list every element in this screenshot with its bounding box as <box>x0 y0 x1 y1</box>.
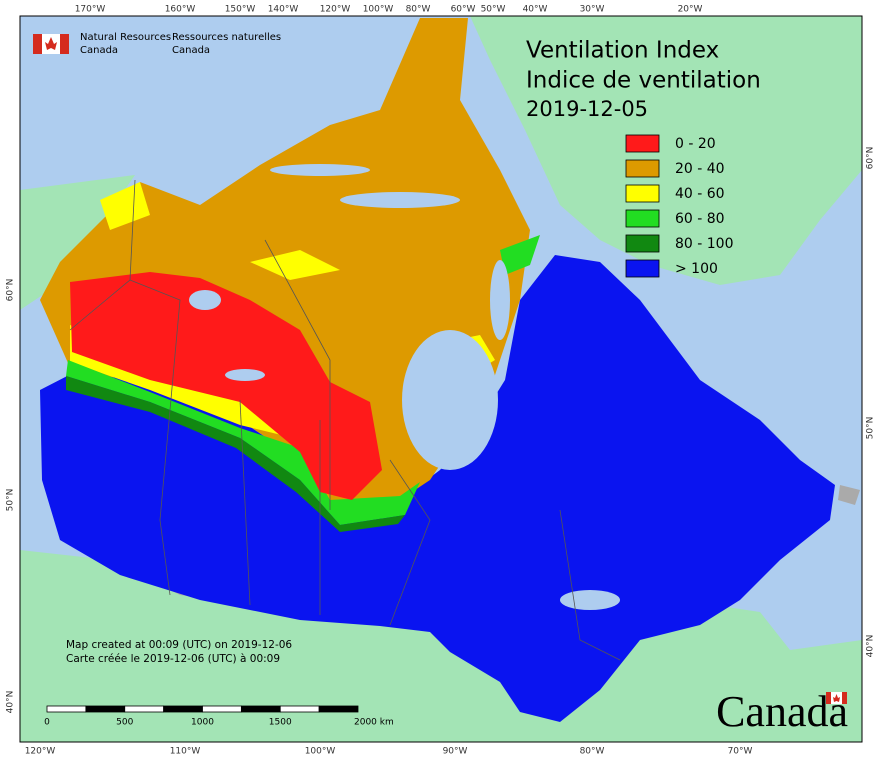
scale-segment <box>318 705 359 713</box>
lon-label: 120°W <box>320 5 351 15</box>
borders <box>69 179 621 661</box>
legend-swatch <box>625 159 660 178</box>
legend-label: > 100 <box>675 261 718 277</box>
lat-label: 40°N <box>866 635 876 658</box>
legend-label: 20 - 40 <box>675 161 725 177</box>
scale-label: 2000 km <box>354 718 394 728</box>
scale-label: 1500 <box>269 718 292 728</box>
legend-swatch <box>625 234 660 253</box>
scale-segment <box>85 705 126 713</box>
graticule: 170°W 160°W 150°W 140°W 120°W 100°W 80°W 60°W 50… <box>6 5 876 757</box>
legend-swatch <box>625 134 660 153</box>
frame <box>19 15 863 743</box>
lon-label: 150°W <box>225 5 256 15</box>
lon-label: 60°W <box>451 5 476 15</box>
lat-label: 40°N <box>6 691 16 714</box>
legend-label: 80 - 100 <box>675 236 734 252</box>
dept-en: Canada <box>80 45 118 56</box>
scale-segment <box>124 705 165 713</box>
lat-label: 60°N <box>6 279 16 302</box>
nrcan-flag <box>33 34 69 54</box>
lat-label: 60°N <box>866 147 876 170</box>
credit: Carte créée le 2019-12-06 (UTC) à 00:09 <box>66 653 280 665</box>
lon-label: 70°W <box>728 747 753 757</box>
scale-label: 1000 <box>191 718 214 728</box>
dept-fr: Ressources naturelles <box>172 32 281 43</box>
lon-label: 100°W <box>305 747 336 757</box>
lon-label: 160°W <box>165 5 196 15</box>
wordmark-flag <box>826 692 847 704</box>
credit: Map created at 00:09 (UTC) on 2019-12-06 <box>66 639 292 651</box>
title-en: Ventilation Index <box>526 38 719 64</box>
lat-label: 50°N <box>6 489 16 512</box>
scale-segment <box>202 705 242 713</box>
lon-label: 80°W <box>580 747 605 757</box>
title-date: 2019-12-05 <box>526 97 648 121</box>
title-fr: Indice de ventilation <box>526 68 761 94</box>
legend-swatch <box>625 259 660 278</box>
lon-label: 90°W <box>443 747 468 757</box>
legend-swatch <box>625 209 660 228</box>
lon-label: 40°W <box>523 5 548 15</box>
lon-label: 80°W <box>406 5 431 15</box>
wordmark: Canada <box>716 687 848 736</box>
legend-swatch <box>625 184 660 203</box>
legend-label: 40 - 60 <box>675 186 725 202</box>
dept-en: Natural Resources <box>80 32 171 43</box>
legend: 0 - 20 20 - 40 40 - 60 60 - 80 80 - 100 > 100 <box>625 134 734 278</box>
legend-label: 0 - 20 <box>675 136 716 152</box>
scale-label: 0 <box>44 718 50 728</box>
lon-label: 100°W <box>363 5 394 15</box>
scale-segment <box>46 705 87 713</box>
scale-bar: 0 500 1000 1500 2000 km <box>44 705 394 728</box>
legend-label: 60 - 80 <box>675 211 725 227</box>
lon-label: 140°W <box>268 5 299 15</box>
scale-segment <box>163 705 203 713</box>
lon-label: 170°W <box>75 5 106 15</box>
lon-label: 120°W <box>25 747 56 757</box>
scale-segment <box>279 705 320 713</box>
lon-label: 110°W <box>170 747 201 757</box>
lon-label: 20°W <box>678 5 703 15</box>
lon-label: 30°W <box>580 5 605 15</box>
dept-fr: Canada <box>172 45 210 56</box>
lon-label: 50°W <box>481 5 506 15</box>
lat-label: 50°N <box>866 417 876 440</box>
scale-label: 500 <box>116 718 133 728</box>
index-fields <box>40 18 835 722</box>
scale-segment <box>240 705 281 713</box>
